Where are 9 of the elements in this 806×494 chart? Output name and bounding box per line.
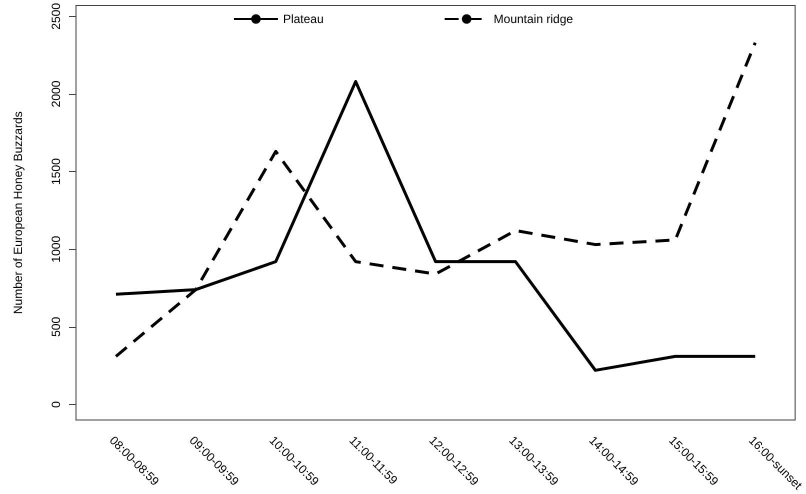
y-tick-label: 0: [49, 400, 63, 408]
y-tick-label: 500: [49, 316, 63, 337]
y-tick-label: 1500: [49, 158, 63, 185]
y-axis-title: Number of European Honey Buzzards: [11, 111, 25, 314]
y-tick-label: 1000: [49, 236, 63, 263]
legend-label: Plateau: [282, 12, 324, 26]
legend-label: Mountain ridge: [494, 12, 574, 26]
y-tick-label: 2500: [49, 2, 63, 30]
y-tick-label: 2000: [49, 80, 63, 108]
